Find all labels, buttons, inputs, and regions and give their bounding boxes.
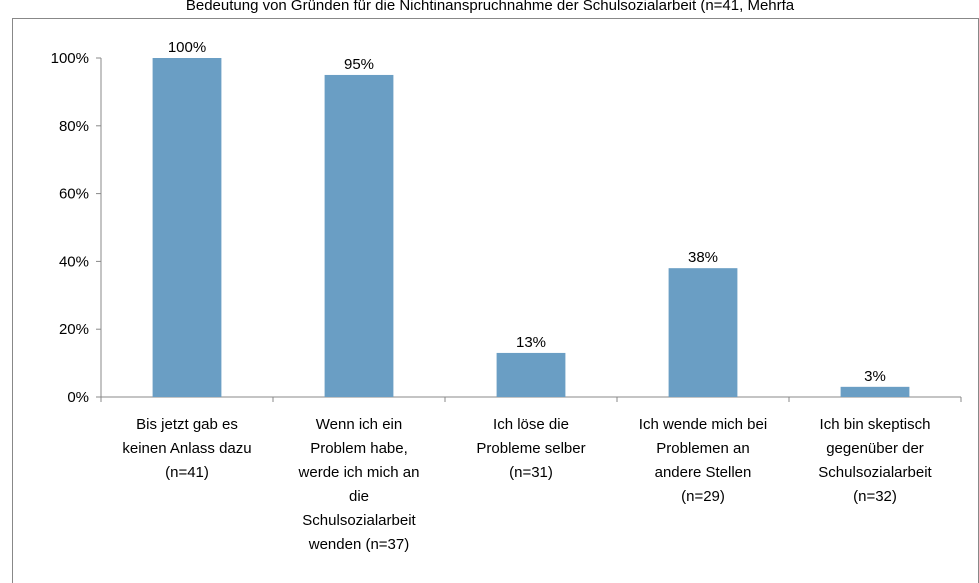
bar	[152, 58, 222, 397]
x-tick-label: Ich löse die Probleme selber (n=31)	[476, 416, 585, 481]
x-tick-label: Bis jetzt gab es keinen Anlass dazu (n=41)	[122, 416, 251, 481]
y-tick-label: 0%	[67, 389, 89, 406]
data-label: 13%	[516, 334, 546, 351]
bar	[496, 352, 566, 397]
chart-title: Bedeutung von Gründen für die Nichtinans…	[186, 0, 795, 14]
y-tick-label: 40%	[59, 253, 89, 270]
bar	[324, 74, 394, 397]
bar	[668, 268, 738, 397]
bar	[840, 386, 910, 397]
data-label: 100%	[168, 39, 206, 56]
data-label: 3%	[864, 368, 886, 385]
y-tick-label: 20%	[59, 321, 89, 338]
y-tick-label: 100%	[51, 50, 89, 67]
x-tick-label: Ich wende mich bei Problemen an andere Ste…	[639, 416, 767, 505]
data-label: 95%	[344, 56, 374, 73]
y-tick-label: 80%	[59, 118, 89, 135]
x-tick-label: Wenn ich ein Problem habe, werde ich mich …	[298, 416, 420, 553]
y-tick-label: 60%	[59, 186, 89, 203]
x-tick-label: Ich bin skeptisch gegenüber der Schulsozia…	[818, 416, 932, 505]
data-label: 38%	[688, 249, 718, 266]
